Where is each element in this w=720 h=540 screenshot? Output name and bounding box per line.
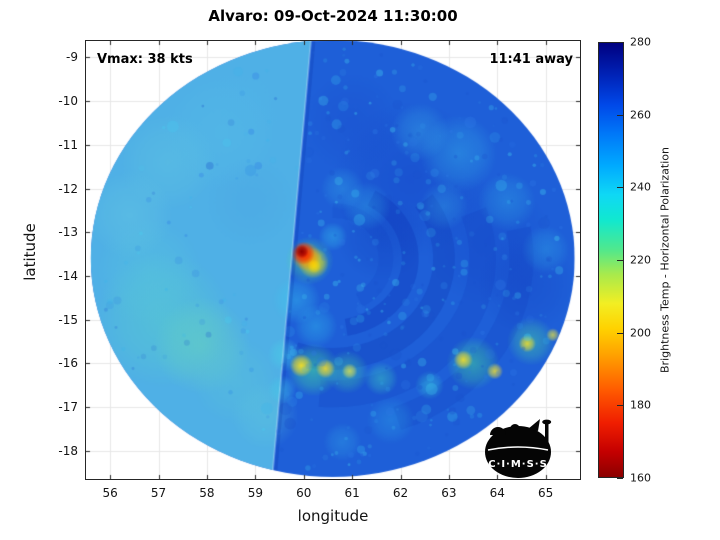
y-tick-label: -16 xyxy=(58,356,78,371)
x-axis-label: longitude xyxy=(297,507,369,525)
y-axis-label: latitude xyxy=(21,223,39,281)
y-tick-label: -13 xyxy=(58,225,78,240)
y-tick-label: -10 xyxy=(58,94,78,109)
x-tick-label: 60 xyxy=(296,486,312,500)
logo-circle xyxy=(485,426,551,478)
logo-ground-line xyxy=(487,446,549,451)
x-tick-label: 58 xyxy=(199,486,215,500)
colorbar-tick-label: 160 xyxy=(630,471,651,485)
y-tick-label: -18 xyxy=(58,443,78,458)
x-tick-label: 65 xyxy=(538,486,554,500)
colorbar-tick-label: 240 xyxy=(630,180,651,194)
y-tick-label: -11 xyxy=(58,137,78,152)
logo-satellite-dish-icon xyxy=(528,419,540,431)
vmax-annotation: Vmax: 38 kts xyxy=(97,52,193,67)
y-tick-label: -17 xyxy=(58,400,78,415)
logo-water-tower-top-icon xyxy=(542,419,552,425)
colorbar-tick-label: 180 xyxy=(630,398,651,412)
x-tick-label: 59 xyxy=(247,486,263,500)
plot-title: Alvaro: 09-Oct-2024 11:30:00 xyxy=(208,7,458,25)
x-tick-label: 63 xyxy=(441,486,457,500)
colorbar-tick-label: 200 xyxy=(630,326,651,340)
x-tick-label: 62 xyxy=(392,486,409,500)
colorbar-label: Brightness Temp - Horizontal Polarizatio… xyxy=(658,147,672,373)
x-tick-label: 57 xyxy=(150,486,167,500)
time-away-annotation: 11:41 away xyxy=(489,52,573,67)
logo-dome-icon xyxy=(490,427,506,435)
y-tick-label: -15 xyxy=(58,312,78,327)
satellite-brightness-temp-canvas xyxy=(85,40,581,480)
cimss-logo: C·I·M·S·S xyxy=(485,419,552,478)
logo-text: C·I·M·S·S xyxy=(488,459,548,470)
x-tick-label: 61 xyxy=(344,486,360,500)
y-tick-label: -12 xyxy=(58,181,78,196)
x-tick-label: 56 xyxy=(102,486,118,500)
logo-water-tower-icon xyxy=(545,422,549,444)
y-tick-label: -14 xyxy=(58,268,78,283)
colorbar-tick-mark xyxy=(617,478,623,479)
y-tick-label: -9 xyxy=(66,50,78,65)
logo-small-dome-icon xyxy=(510,424,520,429)
colorbar-tick-label: 260 xyxy=(630,108,651,122)
colorbar xyxy=(598,42,624,478)
colorbar-tick-label: 280 xyxy=(630,35,651,49)
x-tick-label: 64 xyxy=(489,486,505,500)
colorbar-tick-label: 220 xyxy=(630,253,651,267)
